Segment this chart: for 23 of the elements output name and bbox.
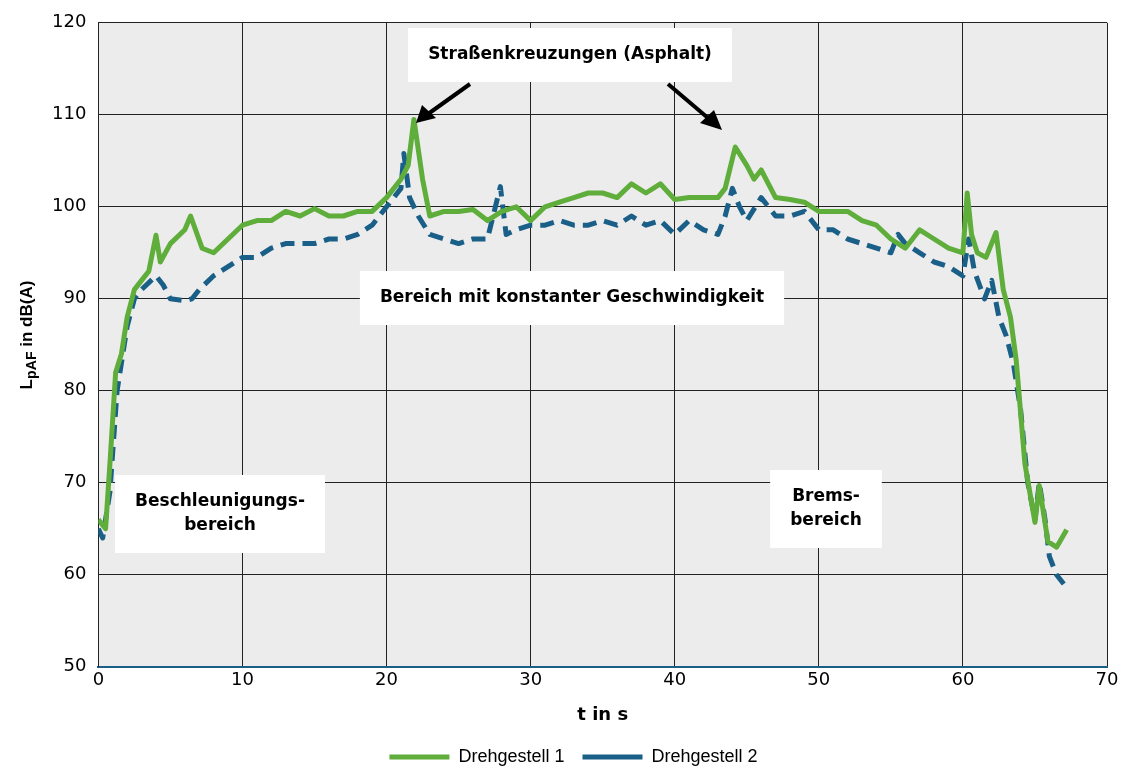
y-tick-label: 90 bbox=[63, 286, 87, 308]
x-axis-title: t in s bbox=[577, 702, 629, 724]
y-tick-label: 100 bbox=[52, 194, 87, 216]
x-tick-label: 0 bbox=[92, 668, 105, 690]
annotation: Bereich mit konstanter Geschwindigkeit bbox=[379, 286, 765, 307]
annotation: Straßenkreuzungen (Asphalt) bbox=[428, 43, 712, 64]
y-tick-label: 70 bbox=[63, 470, 87, 492]
y-tick-label: 50 bbox=[63, 654, 87, 676]
y-tick-label: 60 bbox=[63, 562, 87, 584]
x-tick-label: 60 bbox=[951, 668, 975, 690]
x-tick-label: 20 bbox=[375, 668, 398, 690]
x-tick-label: 30 bbox=[519, 668, 543, 690]
y-tick-label: 80 bbox=[63, 378, 87, 400]
y-tick-label: 110 bbox=[52, 102, 87, 124]
x-tick-label: 70 bbox=[1095, 668, 1119, 690]
y-tick-label: 120 bbox=[52, 10, 87, 32]
legend-label: Drehgestell 1 bbox=[458, 745, 565, 766]
x-tick-label: 40 bbox=[663, 668, 687, 690]
annotation: Brems- bereich bbox=[790, 485, 862, 530]
x-tick-label: 50 bbox=[807, 668, 831, 690]
annotation: Beschleunigungs- bereich bbox=[135, 490, 305, 535]
legend-label: Drehgestell 2 bbox=[651, 745, 758, 766]
x-tick-label: 10 bbox=[231, 668, 254, 690]
